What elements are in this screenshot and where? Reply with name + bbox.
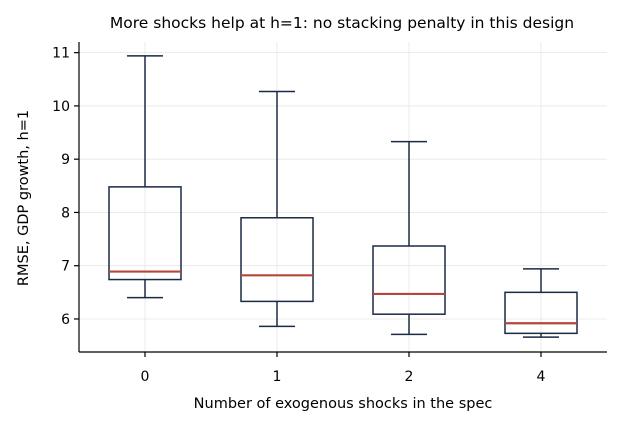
y-axis-label: RMSE, GDP growth, h=1 — [16, 110, 32, 286]
x-tick-label: 4 — [537, 369, 546, 385]
y-tick-label: 6 — [61, 312, 70, 328]
y-tick-label: 9 — [61, 152, 70, 168]
iqr-box — [372, 245, 446, 315]
box-group-4 — [504, 268, 578, 338]
box-group-2 — [372, 140, 446, 336]
x-tick-label: 0 — [141, 369, 150, 385]
grid-layer — [79, 42, 607, 352]
iqr-box — [504, 291, 578, 335]
box-layer — [108, 55, 578, 338]
chart-title: More shocks help at h=1: no stacking pen… — [110, 14, 574, 32]
box-group-0 — [108, 55, 182, 299]
x-axis-label: Number of exogenous shocks in the spec — [194, 396, 493, 412]
x-tick-label: 2 — [405, 369, 414, 385]
axis-layer: 6 7 8 9 10 11 0 1 2 4 — [52, 42, 607, 385]
iqr-box — [240, 217, 314, 303]
iqr-box — [108, 186, 182, 281]
y-tick-label: 11 — [52, 46, 70, 62]
y-tick-label: 8 — [61, 205, 70, 221]
y-tick-label: 10 — [52, 99, 70, 115]
x-tick-label: 1 — [273, 369, 282, 385]
y-tick-label: 7 — [61, 259, 70, 275]
box-group-1 — [240, 90, 314, 328]
